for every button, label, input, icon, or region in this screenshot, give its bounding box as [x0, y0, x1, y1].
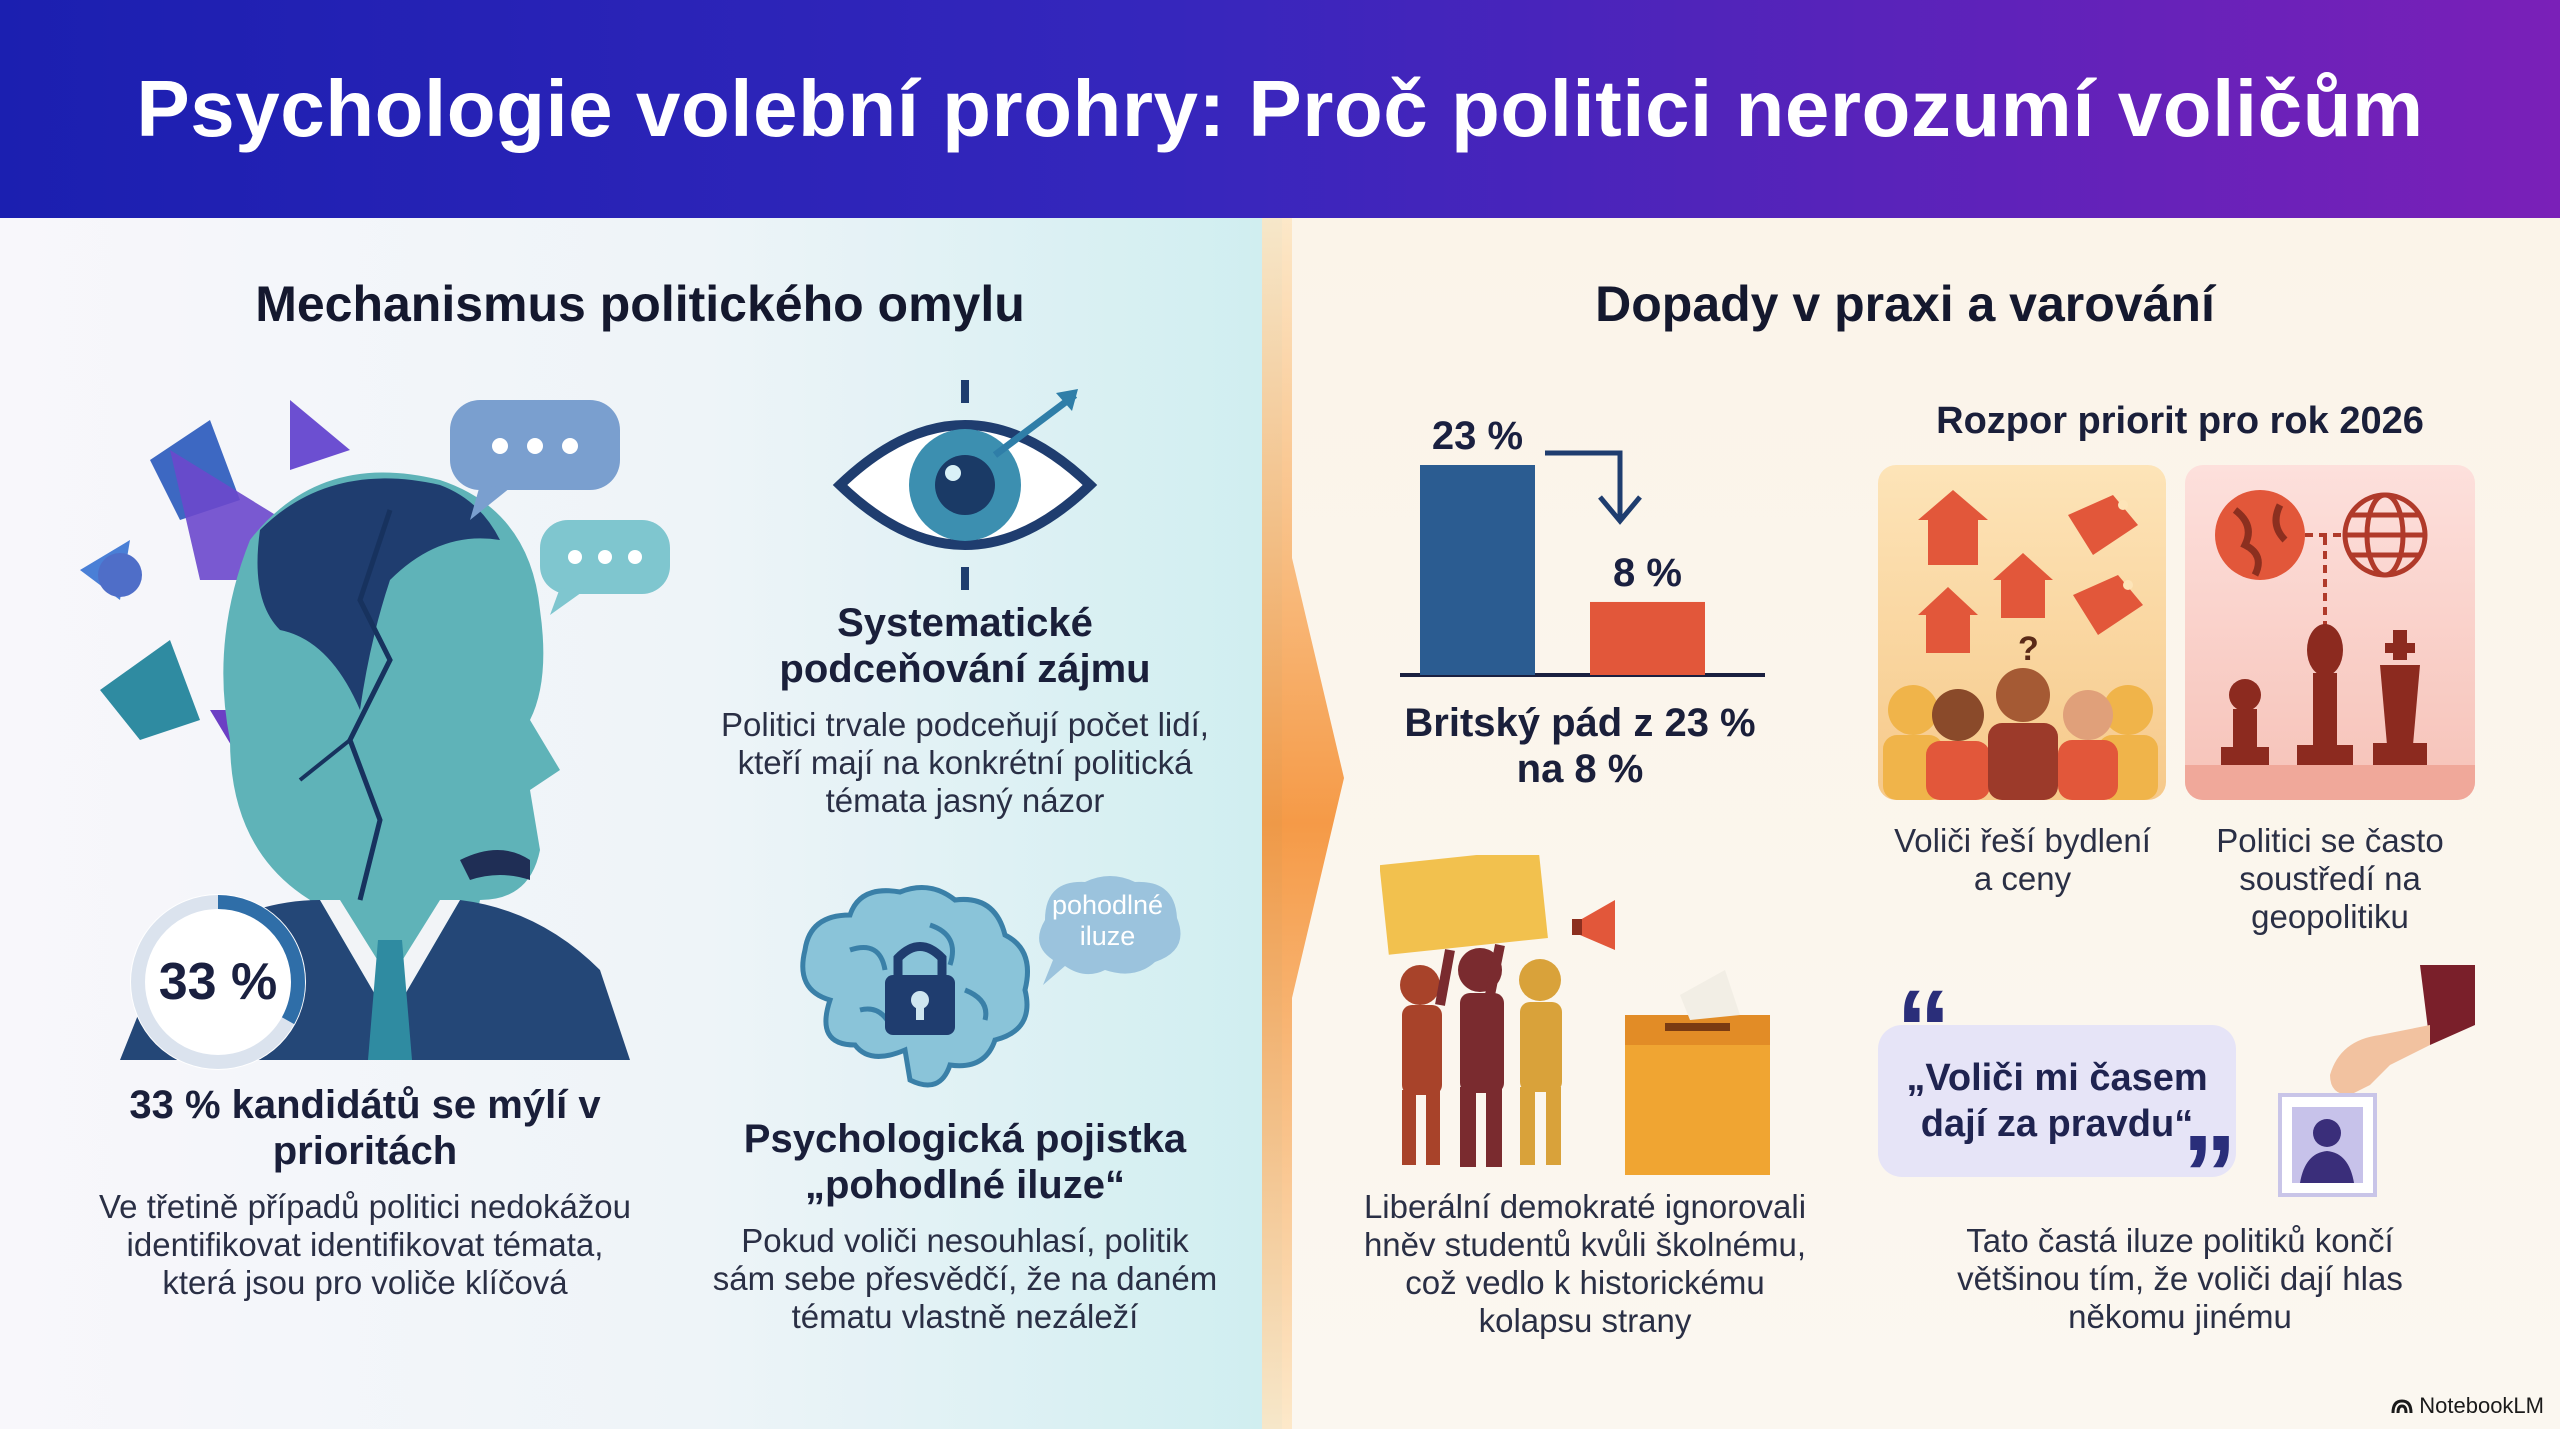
underestimation-description: Politici trvale podceňují počet lidí, kt…: [721, 706, 1209, 819]
right-panel: [1282, 218, 2560, 1429]
network-globe-icon: [2342, 492, 2428, 578]
page-title: Psychologie volební prohry: Proč politic…: [136, 64, 2424, 153]
megaphone-icon: [1572, 900, 1615, 950]
insurance-description: Pokud voliči nesouhlasí, politik sám seb…: [712, 1222, 1218, 1335]
left-section-heading: Mechanismus politického omylu: [255, 276, 1025, 332]
chess-pieces-icon: [2221, 624, 2427, 765]
notebooklm-logo-icon: [2391, 1399, 2413, 1414]
stat-ring-33: [130, 894, 306, 1070]
footer-brand: NotebookLM: [2391, 1393, 2544, 1419]
insurance-block: Psychologická pojistka „pohodlné iluze“ …: [710, 1116, 1220, 1336]
footer-brand-label: NotebookLM: [2419, 1393, 2544, 1418]
stat-block: 33 % kandidátů se mýlí v prioritách Ve t…: [90, 1082, 640, 1302]
bar-value-label-1: 23 %: [1432, 414, 1523, 458]
bar-chart: 23 % 8 %: [1400, 414, 1765, 677]
brain-lock-icon: [800, 885, 1030, 1088]
underestimation-title: Systematické podceňování zájmu: [779, 601, 1151, 691]
quote-text: „Voliči mi časem dají za pravdu“: [1906, 1057, 2208, 1145]
ballot-box-icon: [1625, 970, 1770, 1175]
svg-text:?: ?: [2018, 630, 2039, 668]
open-quote-icon: “: [1896, 968, 1951, 1091]
house-icon: [1918, 490, 2053, 653]
price-tag-icon: [2068, 495, 2143, 635]
eye-icon: [832, 380, 1098, 590]
stat-title: 33 % kandidátů se mýlí v prioritách: [129, 1083, 601, 1173]
quote-box: „Voliči mi časem dají za pravdu“: [1878, 1025, 2236, 1177]
priorities-title: Rozpor priorit pro rok 2026: [1936, 400, 2424, 442]
protest-illustration: [1380, 855, 1770, 1175]
bar-2: [1590, 601, 1705, 675]
thought-bubble-icon: [1039, 876, 1181, 985]
page-header: Psychologie volební prohry: Proč politic…: [0, 0, 2560, 218]
candidate-portrait-icon: [2300, 1119, 2354, 1183]
voters-priorities-card: ?: [1878, 465, 2166, 800]
bar-1: [1420, 465, 1535, 675]
right-section-heading: Dopady v praxi a varování: [1595, 276, 2215, 332]
voters-caption: Voliči řeší bydlení a ceny: [1894, 822, 2151, 897]
section-divider-arrow: [1262, 218, 1344, 1429]
bar-chart-caption: Britský pád z 23 % na 8 %: [1404, 701, 1756, 791]
speech-bubble-icon: [540, 520, 670, 615]
bar-value-label-2: 8 %: [1613, 551, 1682, 595]
illusion-bubble-label: pohodlné iluze: [1051, 890, 1164, 951]
decline-arrow-icon: [1545, 450, 1623, 517]
politicians-priorities-card: [2185, 465, 2475, 800]
decline-arrowhead-icon: [1598, 495, 1642, 525]
hand-ballot-illustration: [2278, 965, 2475, 1197]
underestimation-block: Systematické podceňování zájmu Politici …: [720, 600, 1210, 820]
insurance-title: Psychologická pojistka „pohodlné iluze“: [743, 1117, 1187, 1207]
stat-description: Ve třetině případů politici nedokážou id…: [98, 1188, 632, 1301]
speech-bubble-icon: [450, 400, 620, 520]
close-quote-icon: ”: [2182, 1113, 2237, 1236]
politicians-caption: Politici se často soustředí na geopoliti…: [2216, 822, 2444, 935]
left-panel: [0, 218, 1282, 1429]
protest-caption: Liberální demokraté ignorovali hněv stud…: [1363, 1188, 1807, 1339]
quote-caption: Tato častá iluze politiků končí většinou…: [1957, 1222, 2403, 1335]
stat-ring-progress: [131, 895, 305, 1069]
stat-badge-value: 33 %: [158, 953, 278, 1011]
globe-icon: [2215, 490, 2305, 580]
